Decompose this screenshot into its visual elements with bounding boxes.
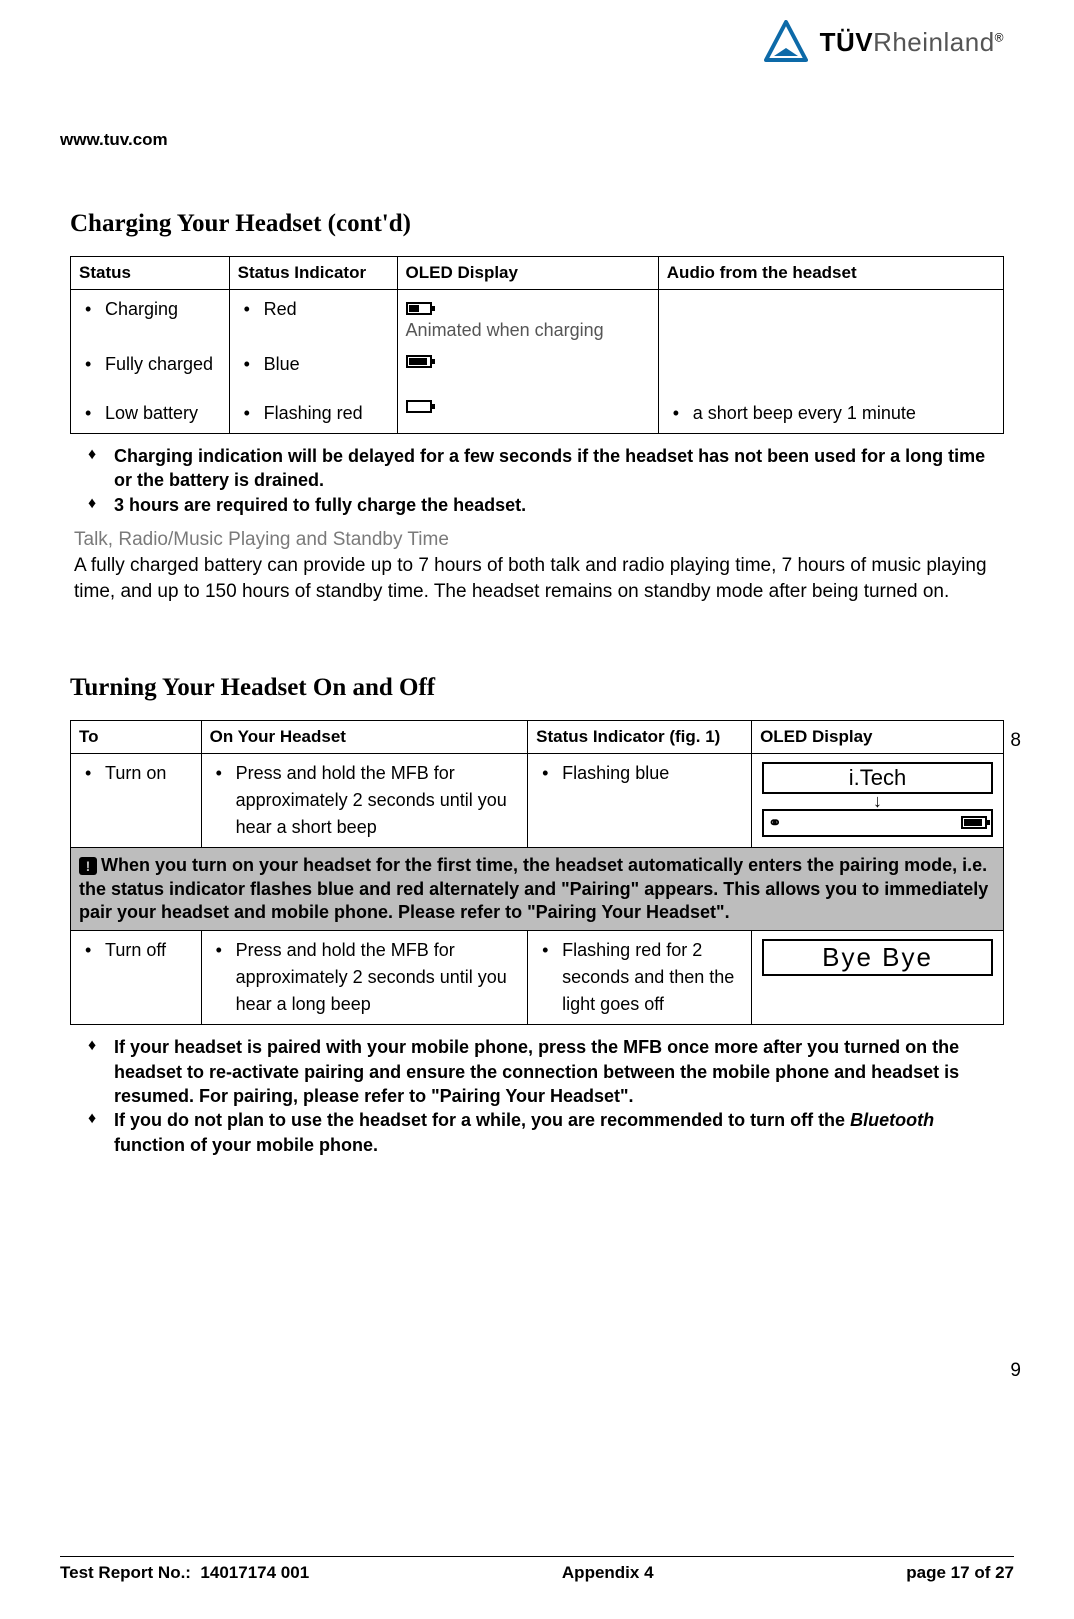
section-title: Turning Your Headset On and Off	[70, 674, 1014, 702]
col-onheadset: On Your Headset	[201, 721, 528, 754]
note-bluetooth: If you do not plan to use the headset fo…	[88, 1108, 1004, 1157]
ind-flash: Flashing red	[242, 400, 389, 427]
onoff-table: To On Your Headset Status Indicator (fig…	[70, 720, 1004, 1025]
header-url: www.tuv.com	[60, 130, 1014, 150]
col-oled: OLED Display	[397, 257, 658, 290]
to-on: Turn on	[83, 760, 193, 787]
col-to: To	[71, 721, 202, 754]
section-onoff: Turning Your Headset On and Off To On Yo…	[60, 674, 1014, 1157]
table-row: Turn off Press and hold the MFB for appr…	[71, 931, 1004, 1025]
battery-icon	[406, 400, 432, 413]
battery-icon	[406, 302, 432, 315]
status-full: Fully charged	[83, 351, 221, 378]
footer-right: page 17 of 27	[906, 1563, 1014, 1583]
ind-off: Flashing red for 2 seconds and then the …	[540, 937, 743, 1018]
section-title: Charging Your Headset (cont'd)	[70, 210, 1014, 238]
page-footer: Test Report No.: 14017174 001 Appendix 4…	[60, 1556, 1014, 1583]
link-icon: ⚭	[768, 813, 781, 833]
ind-on: Flashing blue	[540, 760, 743, 787]
note-reactivate: If your headset is paired with your mobi…	[88, 1035, 1004, 1108]
col-oled: OLED Display	[752, 721, 1004, 754]
status-low: Low battery	[83, 400, 221, 427]
pairing-note: When you turn on your headset for the fi…	[79, 855, 988, 922]
note-delay: Charging indication will be delayed for …	[88, 444, 1004, 493]
footer-left: Test Report No.: 14017174 001	[60, 1563, 309, 1583]
brand-logo: TÜVRheinland®	[764, 20, 1004, 64]
onoff-notes: If your headset is paired with your mobi…	[70, 1035, 1004, 1156]
audio-beep: a short beep every 1 minute	[671, 400, 995, 427]
subhead-standby: Talk, Radio/Music Playing and Standby Ti…	[74, 529, 1004, 551]
on-instr: Press and hold the MFB for approximately…	[214, 760, 520, 841]
page-number-8: 8	[1010, 730, 1021, 752]
footer-mid: Appendix 4	[562, 1563, 654, 1583]
col-audio: Audio from the headset	[658, 257, 1003, 290]
brand-text: TÜVRheinland®	[820, 27, 1004, 58]
note-3hours: 3 hours are required to fully charge the…	[88, 493, 1004, 517]
col-indicator: Status Indicator	[229, 257, 397, 290]
section-charging: Charging Your Headset (cont'd) Status St…	[60, 210, 1014, 604]
charging-table: Status Status Indicator OLED Display Aud…	[70, 256, 1004, 434]
charging-notes: Charging indication will be delayed for …	[70, 444, 1004, 517]
oled-itech: i.Tech	[762, 762, 993, 794]
ind-blue: Blue	[242, 351, 389, 378]
col-ind: Status Indicator (fig. 1)	[528, 721, 752, 754]
standby-body: A fully charged battery can provide up t…	[74, 553, 1004, 604]
oled-status-bar: ⚭	[762, 809, 993, 837]
table-row: Charging Fully charged Low battery Red B…	[71, 290, 1004, 434]
ind-red: Red	[242, 296, 389, 323]
alert-icon: !	[79, 857, 97, 875]
table-row: Turn on Press and hold the MFB for appro…	[71, 754, 1004, 848]
battery-icon	[406, 355, 432, 368]
triangle-icon	[764, 20, 808, 64]
off-instr: Press and hold the MFB for approximately…	[214, 937, 520, 1018]
col-status: Status	[71, 257, 230, 290]
status-charging: Charging	[83, 296, 221, 323]
pairing-note-row: !When you turn on your headset for the f…	[71, 848, 1004, 931]
page-number-9: 9	[1010, 1360, 1021, 1382]
oled-byebye: Bye Bye	[762, 939, 993, 976]
to-off: Turn off	[83, 937, 193, 964]
oled-anim-text: Animated when charging	[406, 319, 650, 342]
battery-icon	[961, 816, 987, 829]
